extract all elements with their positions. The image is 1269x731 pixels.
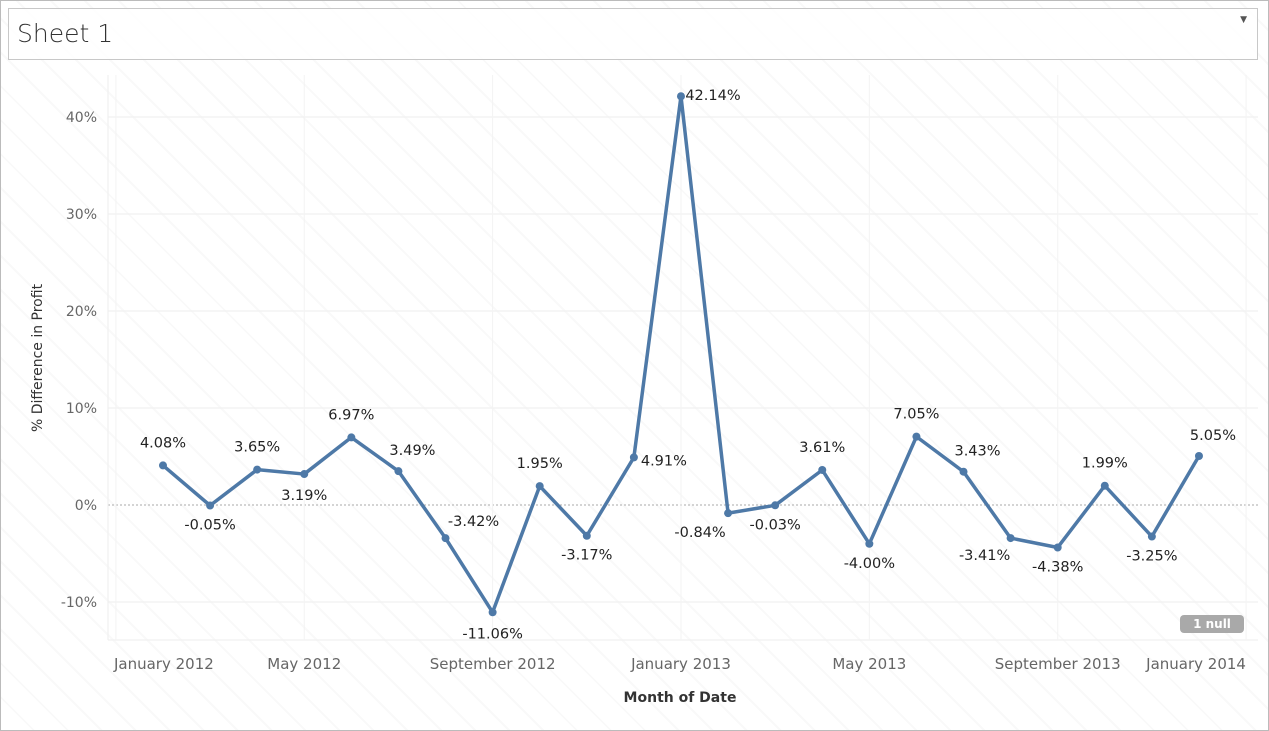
data-point: [488, 608, 497, 617]
y-tick-label: -10%: [61, 595, 97, 611]
sheet-title-box: Sheet 1 ▼: [8, 8, 1258, 60]
data-label: -4.38%: [1032, 559, 1083, 575]
y-tick-label: 0%: [75, 498, 97, 514]
data-point: [1006, 534, 1015, 543]
data-point: [1053, 543, 1062, 552]
data-point: [1194, 452, 1203, 461]
data-label: 4.08%: [140, 435, 186, 451]
data-point: [394, 467, 403, 476]
data-label: -11.06%: [462, 626, 523, 642]
data-point: [441, 534, 450, 543]
x-tick-label: January 2014: [1145, 655, 1246, 673]
x-tick-label: September 2013: [995, 655, 1121, 673]
data-label: 5.05%: [1190, 428, 1236, 444]
y-tick-label: 40%: [66, 110, 97, 126]
data-label: 1.95%: [517, 456, 563, 472]
y-axis-title: % Difference in Profit: [30, 283, 46, 432]
data-label: 6.97%: [328, 407, 374, 423]
x-tick-label: January 2012: [113, 655, 214, 673]
null-indicator[interactable]: 1 null: [1180, 615, 1244, 633]
data-label: 1.99%: [1082, 456, 1128, 472]
sheet-title: Sheet 1: [17, 19, 114, 48]
data-label: -3.17%: [561, 548, 612, 564]
data-label: 3.65%: [234, 440, 280, 456]
data-point: [912, 432, 921, 441]
data-label: 7.05%: [893, 407, 939, 423]
data-point: [959, 467, 968, 476]
data-point: [1100, 481, 1109, 490]
data-label: 4.91%: [641, 453, 687, 469]
data-point: [724, 509, 733, 518]
data-point: [206, 501, 215, 510]
data-point: [771, 501, 780, 510]
data-point: [347, 433, 356, 442]
data-point: [865, 539, 874, 548]
data-label: 3.19%: [281, 488, 327, 504]
data-point: [676, 92, 685, 101]
data-label: 3.49%: [389, 443, 435, 459]
data-point: [300, 470, 309, 479]
data-point: [158, 461, 167, 470]
data-point: [629, 453, 638, 462]
data-label: -0.03%: [750, 517, 801, 533]
x-axis-title: Month of Date: [624, 690, 737, 706]
data-point: [253, 465, 262, 474]
data-label: -3.25%: [1126, 549, 1177, 565]
data-label: -3.42%: [448, 514, 499, 530]
data-point: [1147, 532, 1156, 541]
data-point: [535, 482, 544, 491]
data-point: [582, 531, 591, 540]
data-label: -0.84%: [674, 525, 725, 541]
x-tick-label: September 2012: [430, 655, 556, 673]
y-tick-label: 20%: [66, 304, 97, 320]
x-tick-label: January 2013: [630, 655, 731, 673]
data-label: -4.00%: [844, 556, 895, 572]
data-point: [818, 465, 827, 474]
data-label: 3.43%: [954, 444, 1000, 460]
data-label: 3.61%: [799, 440, 845, 456]
y-tick-label: 10%: [66, 401, 97, 417]
data-label: -3.41%: [959, 548, 1010, 564]
x-tick-label: May 2012: [267, 655, 341, 673]
data-label: -0.05%: [184, 517, 235, 533]
x-tick-label: May 2013: [832, 655, 906, 673]
caret-down-icon[interactable]: ▼: [1240, 15, 1247, 25]
data-label: 42.14%: [685, 88, 740, 104]
y-tick-label: 30%: [66, 207, 97, 223]
